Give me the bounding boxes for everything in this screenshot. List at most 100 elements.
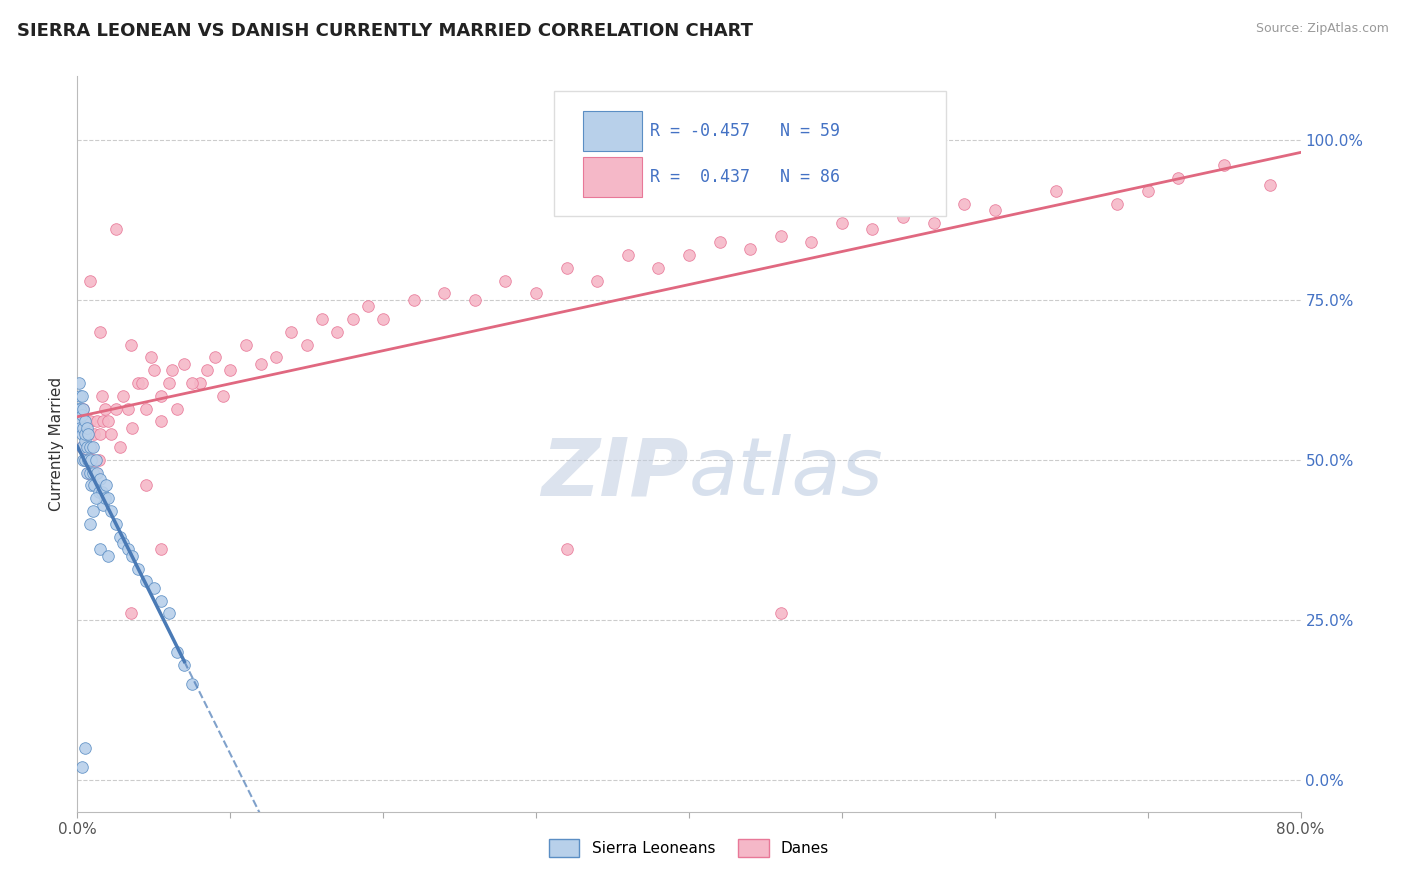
Point [69,421,91,435]
Point [953,196,976,211]
Point [104,516,127,531]
Point [97,491,120,505]
Point [142,363,165,377]
Point [464,293,486,307]
Point [77,466,100,480]
Point [80,452,103,467]
Point [82,452,104,467]
Point [77,427,100,442]
Point [862,222,884,236]
Point [150,593,173,607]
Point [82,504,104,518]
Point [70,440,93,454]
Point [1167,171,1189,186]
Point [219,363,242,377]
Point [72,401,94,416]
Point [94,401,117,416]
Point [250,357,273,371]
Point [769,607,792,621]
Point [135,401,157,416]
Point [73,452,96,467]
Point [70,760,93,774]
Point [150,414,173,428]
Point [70,389,93,403]
Point [70,427,93,442]
Point [891,210,914,224]
Point [84,452,107,467]
Point [104,401,127,416]
Point [160,363,183,377]
Point [89,472,111,486]
Point [150,389,173,403]
Point [82,440,104,454]
Point [173,357,195,371]
Point [83,478,105,492]
Point [97,414,120,428]
Point [86,466,108,480]
Point [117,542,139,557]
Point [311,312,333,326]
Point [127,376,149,390]
Point [104,222,127,236]
Point [800,235,823,250]
Point [1213,158,1236,172]
Point [84,466,107,480]
Point [121,549,143,563]
Y-axis label: Currently Married: Currently Married [49,376,65,511]
Point [79,414,101,428]
Point [112,536,135,550]
Point [1258,178,1281,192]
Point [586,274,609,288]
Point [108,530,131,544]
Point [555,260,578,275]
Point [87,452,110,467]
Point [73,740,96,755]
Point [69,389,91,403]
Point [139,351,162,365]
Text: R =  0.437   N = 86: R = 0.437 N = 86 [650,168,839,186]
Point [84,491,107,505]
Point [79,516,101,531]
Point [120,337,142,351]
Point [357,299,380,313]
Text: SIERRA LEONEAN VS DANISH CURRENTLY MARRIED CORRELATION CHART: SIERRA LEONEAN VS DANISH CURRENTLY MARRI… [17,22,752,40]
Point [195,363,218,377]
Point [117,401,139,416]
Point [87,484,110,499]
Point [70,408,93,422]
Point [73,434,96,448]
Point [173,657,195,672]
Point [402,293,425,307]
Point [67,414,90,428]
Point [91,414,114,428]
Point [91,498,114,512]
Point [94,491,117,505]
Point [371,312,394,326]
Point [89,325,111,339]
Point [769,228,792,243]
Point [79,466,101,480]
Point [211,389,233,403]
Point [135,574,157,589]
Point [709,235,731,250]
Point [80,440,103,454]
Point [77,452,100,467]
Point [831,216,853,230]
FancyBboxPatch shape [582,157,643,196]
Point [82,466,104,480]
Point [204,351,226,365]
Point [127,561,149,575]
Point [235,337,257,351]
Point [79,440,101,454]
Point [76,427,98,442]
Point [73,427,96,442]
Point [90,484,112,499]
Point [1045,184,1067,198]
Point [157,376,180,390]
Point [264,351,287,365]
Point [89,542,111,557]
Point [295,337,318,351]
Point [100,504,122,518]
Point [83,427,105,442]
Text: atlas: atlas [689,434,884,512]
